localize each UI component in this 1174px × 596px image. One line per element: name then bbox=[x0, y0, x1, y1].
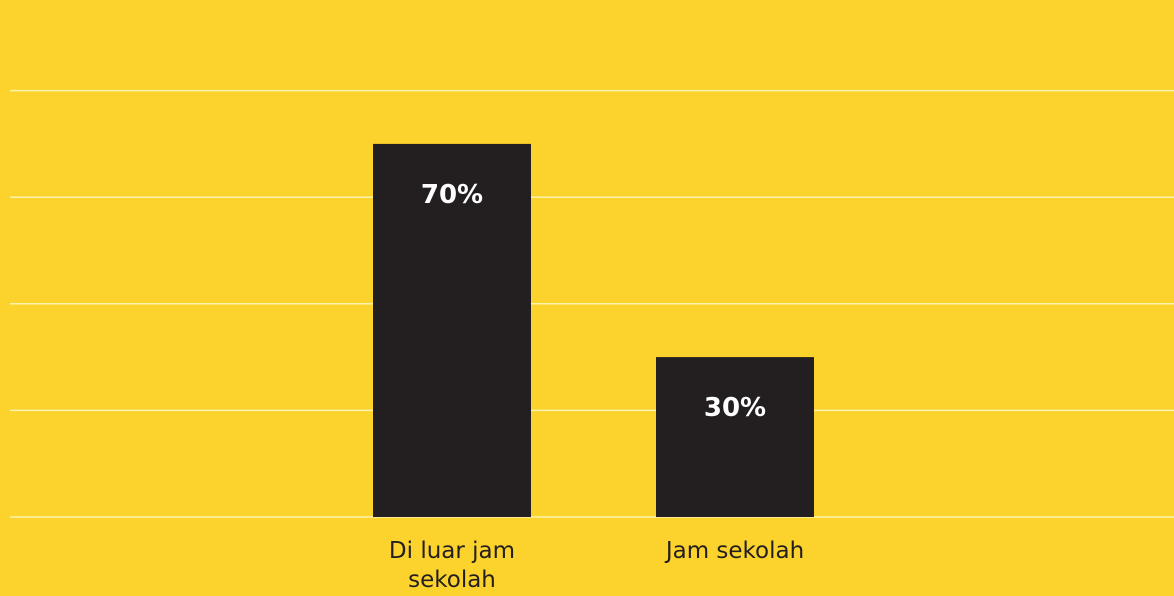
bar bbox=[656, 357, 814, 517]
bar-value-label: 30% bbox=[704, 393, 766, 423]
category-label: Di luar jam sekolah bbox=[389, 538, 515, 593]
bar bbox=[373, 143, 531, 517]
bars: 70% 30% bbox=[373, 143, 814, 517]
category-labels: Di luar jam sekolah Jam sekolah bbox=[389, 538, 804, 593]
category-label-line: sekolah bbox=[408, 567, 496, 593]
category-label: Jam sekolah bbox=[664, 538, 804, 564]
bar-value-label: 70% bbox=[421, 180, 483, 210]
category-label-line: Di luar jam bbox=[389, 538, 515, 564]
category-label-line: Jam sekolah bbox=[664, 538, 804, 564]
gridlines bbox=[10, 89, 1174, 518]
